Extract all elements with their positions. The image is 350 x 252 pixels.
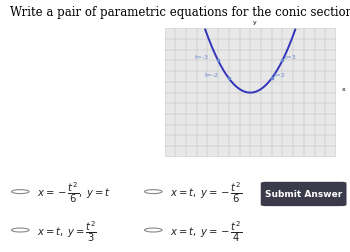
Text: y: y (252, 20, 256, 25)
Text: t=3: t=3 (285, 55, 296, 60)
Text: $x = t,\; y = -\dfrac{t^2}{4}$: $x = t,\; y = -\dfrac{t^2}{4}$ (170, 218, 242, 242)
Circle shape (12, 228, 29, 232)
Text: t=-2: t=-2 (205, 73, 219, 78)
Text: t=2: t=2 (274, 73, 286, 78)
Circle shape (145, 228, 162, 232)
Text: x: x (342, 87, 345, 92)
Text: $x = t,\; y = -\dfrac{t^2}{6}$: $x = t,\; y = -\dfrac{t^2}{6}$ (170, 179, 242, 204)
FancyBboxPatch shape (261, 182, 346, 206)
Text: Write a pair of parametric equations for the conic section.: Write a pair of parametric equations for… (10, 6, 350, 19)
Text: $x = -\dfrac{t^2}{6},\; y = t$: $x = -\dfrac{t^2}{6},\; y = t$ (37, 179, 111, 204)
Circle shape (12, 190, 29, 194)
Circle shape (145, 190, 162, 194)
Text: t=-3: t=-3 (195, 55, 209, 60)
Text: $x = t,\; y = \dfrac{t^2}{3}$: $x = t,\; y = \dfrac{t^2}{3}$ (37, 218, 97, 242)
Text: Submit Answer: Submit Answer (265, 190, 342, 199)
